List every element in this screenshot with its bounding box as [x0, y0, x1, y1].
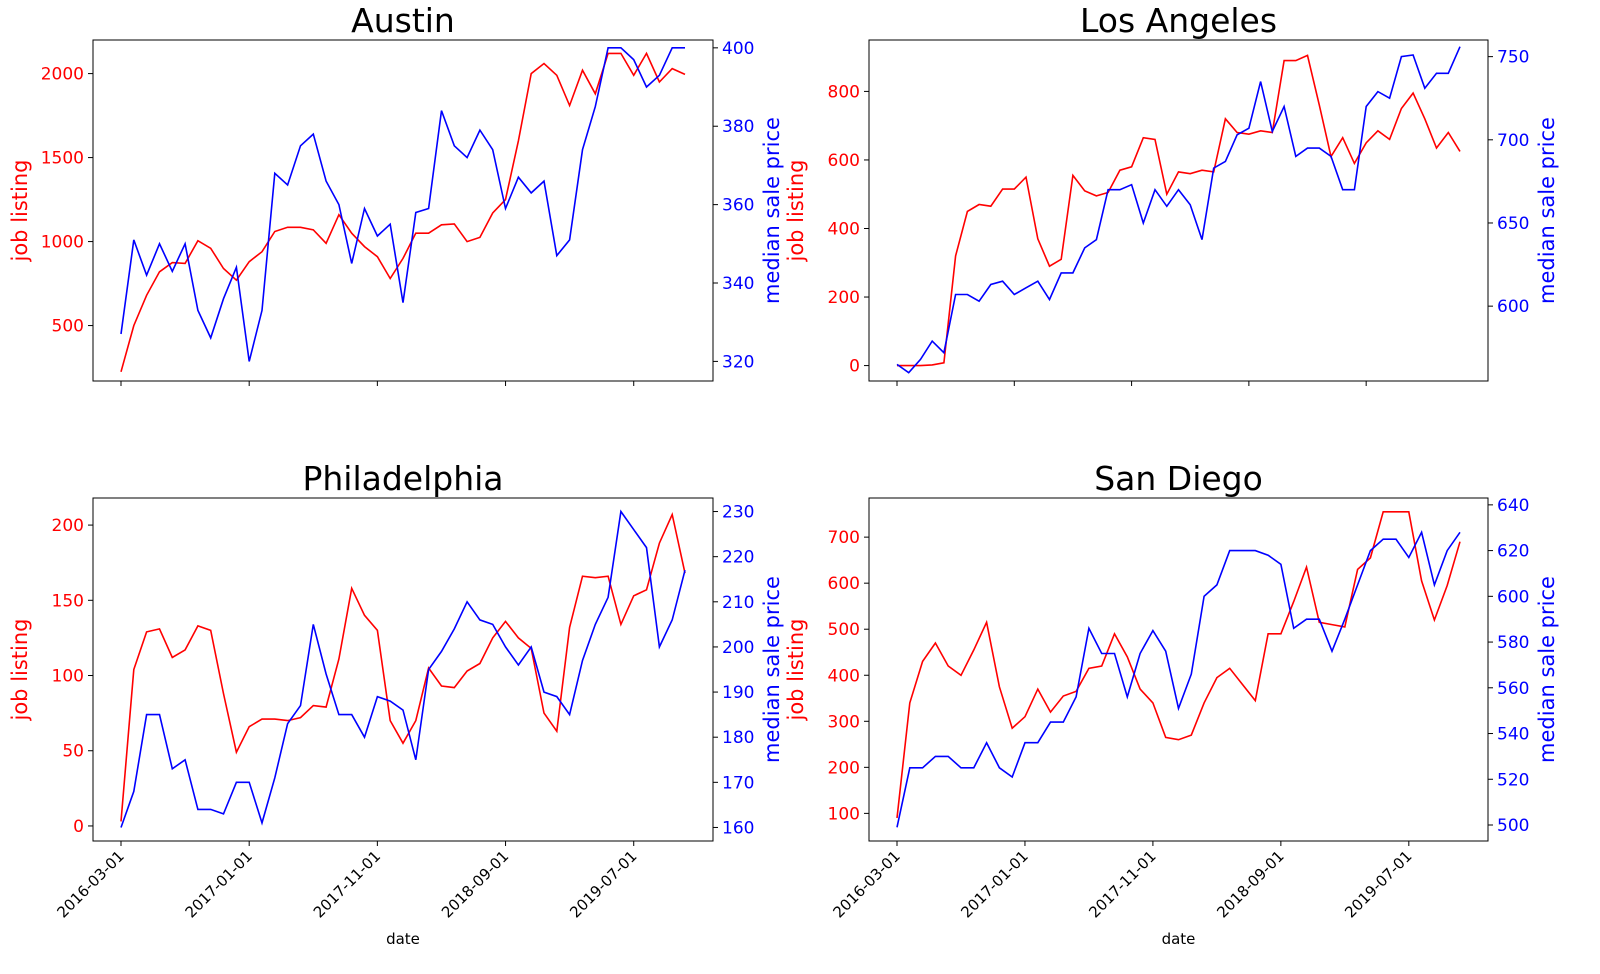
series-line-job-listing: [120, 511, 686, 822]
right-tick-label: 200: [722, 638, 754, 658]
right-tick-label: 560: [1497, 679, 1529, 699]
x-tick-label: 2019-07-01: [566, 847, 640, 921]
chart-title: Los Angeles: [1080, 1, 1277, 40]
right-tick-label: 160: [722, 818, 754, 838]
x-tick-label: 2017-01-01: [182, 847, 256, 921]
left-tick-label: 500: [52, 317, 84, 337]
right-tick-label: 220: [722, 548, 754, 568]
right-tick-label: 620: [1497, 542, 1529, 562]
x-tick-label: 2017-01-01: [957, 847, 1031, 921]
right-tick-label: 700: [1497, 131, 1529, 151]
left-axis-label: job listing: [784, 159, 808, 262]
left-tick-label: 0: [849, 357, 860, 377]
right-tick-label: 170: [722, 773, 754, 793]
series-line-job-listing: [120, 51, 686, 373]
left-tick-label: 600: [828, 151, 860, 171]
left-axis-label: job listing: [8, 618, 32, 721]
right-tick-label: 500: [1497, 816, 1529, 836]
left-tick-label: 200: [828, 758, 860, 778]
right-tick-label: 540: [1497, 725, 1529, 745]
right-tick-label: 580: [1497, 633, 1529, 653]
x-tick-label: 2016-03-01: [829, 847, 903, 921]
chart-panel: San Diego 100 200 300 400 500 600 700 500 520 540 5…: [784, 459, 1559, 948]
right-tick-label: 400: [722, 39, 754, 59]
right-tick-label: 190: [722, 683, 754, 703]
plot-frame: [868, 497, 1489, 842]
chart-panel: Los Angeles 0 200 400 600 800 600 650 700 750 job …: [784, 1, 1559, 386]
left-tick-label: 50: [62, 742, 84, 762]
chart-title: San Diego: [1094, 459, 1263, 498]
right-axis-label: median sale price: [760, 117, 784, 304]
x-axis-label: date: [386, 930, 420, 948]
series-line-median-sale-price: [120, 509, 686, 828]
chart-title: Philadelphia: [302, 459, 503, 498]
series-line-median-sale-price: [120, 46, 685, 362]
x-axis-label: date: [1162, 930, 1196, 948]
series-line-median-sale-price: [896, 46, 1461, 374]
left-tick-label: 400: [828, 666, 860, 686]
right-tick-label: 380: [722, 117, 754, 137]
x-tick-label: 2018-09-01: [1213, 847, 1287, 921]
left-tick-label: 150: [52, 591, 84, 611]
plot-frame: [868, 39, 1489, 382]
left-tick-label: 400: [828, 219, 860, 239]
right-tick-label: 600: [1497, 587, 1529, 607]
left-tick-label: 300: [828, 712, 860, 732]
left-tick-label: 2000: [41, 65, 84, 85]
left-tick-label: 200: [828, 288, 860, 308]
left-tick-label: 1500: [41, 149, 84, 169]
left-tick-label: 800: [828, 82, 860, 102]
series-line-job-listing: [897, 54, 1461, 367]
chart-panel: Austin 500 1000 1500 2000 320 340 360 380 400 job …: [8, 1, 784, 386]
left-axis-label: job listing: [784, 618, 808, 721]
x-tick-label: 2019-07-01: [1341, 847, 1415, 921]
right-tick-label: 650: [1497, 214, 1529, 234]
x-tick-label: 2016-03-01: [53, 847, 127, 921]
right-tick-label: 640: [1497, 496, 1529, 516]
right-tick-label: 180: [722, 728, 754, 748]
left-tick-label: 100: [52, 667, 84, 687]
chart-title: Austin: [351, 1, 455, 40]
plot-frame: [92, 39, 714, 382]
right-axis-label: median sale price: [760, 576, 784, 763]
right-tick-label: 230: [722, 503, 754, 523]
left-axis-label: job listing: [8, 159, 32, 262]
right-tick-label: 320: [722, 352, 754, 372]
left-tick-label: 100: [828, 804, 860, 824]
left-tick-label: 200: [52, 516, 84, 536]
right-tick-label: 600: [1497, 297, 1529, 317]
right-tick-label: 360: [722, 196, 754, 216]
right-tick-label: 340: [722, 274, 754, 294]
x-tick-label: 2018-09-01: [438, 847, 512, 921]
left-tick-label: 600: [828, 574, 860, 594]
chart-panel: Philadelphia 0 50 100 150 200 160 170 180 190 200 2…: [8, 459, 784, 948]
x-tick-label: 2017-11-01: [310, 847, 384, 921]
right-axis-label: median sale price: [1535, 576, 1559, 763]
left-tick-label: 0: [73, 817, 84, 837]
right-axis-label: median sale price: [1535, 117, 1559, 304]
series-line-job-listing: [896, 510, 1461, 819]
series-line-median-sale-price: [896, 530, 1461, 828]
right-tick-label: 210: [722, 593, 754, 613]
right-tick-label: 520: [1497, 770, 1529, 790]
left-tick-label: 700: [828, 528, 860, 548]
plot-frame: [92, 497, 714, 842]
left-tick-label: 500: [828, 620, 860, 640]
x-tick-label: 2017-11-01: [1085, 847, 1159, 921]
left-tick-label: 1000: [41, 233, 84, 253]
right-tick-label: 750: [1497, 48, 1529, 68]
